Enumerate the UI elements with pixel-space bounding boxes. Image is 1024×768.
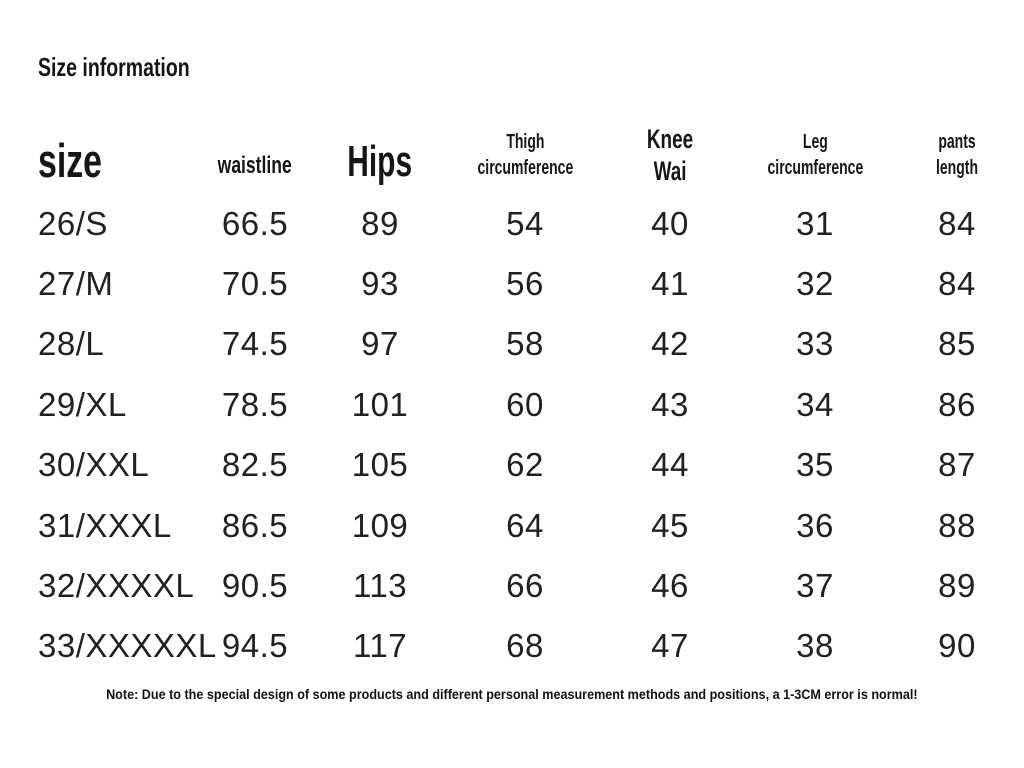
column-header-waistline: waistline [217,151,293,179]
knee-waist-cell: 42 [651,325,689,363]
knee-waist-cell: 41 [651,265,689,303]
pants-length-cell: 90 [938,627,976,665]
waistline-cell: 94.5 [221,627,289,665]
pants-length-cell: 87 [938,446,976,484]
size-cell: 26/S [38,204,108,242]
column-header-pants-length: pants length [936,130,978,179]
leg-circumference-cell: 31 [796,204,834,242]
leg-circumference-cell: 34 [796,385,834,423]
column-header-leg-circumference: Leg circumference [767,130,863,179]
page-title-text: Size information [38,52,190,82]
thigh-circumference-cell: 68 [506,627,544,665]
thigh-circumference-cell: 58 [506,325,544,363]
hips-cell: 113 [352,567,408,605]
table-row-33xxxxxl: 33/XXXXXL 94.5 117 68 47 38 90 [30,616,1024,676]
table-row-28l: 28/L 74.5 97 58 42 33 85 [30,314,1024,374]
hips-cell: 117 [352,627,408,665]
pants-length-cell: 88 [938,506,976,544]
size-cell: 28/L [38,325,105,363]
waistline-cell: 86.5 [221,506,289,544]
size-cell: 30/XXL [38,446,150,484]
leg-circumference-cell: 32 [796,265,834,303]
leg-circumference-cell: 33 [796,325,834,363]
pants-length-cell: 84 [938,204,976,242]
waistline-cell: 66.5 [221,204,289,242]
thigh-circumference-cell: 56 [506,265,544,303]
thigh-circumference-cell: 60 [506,385,544,423]
thigh-circumference-cell: 62 [506,446,544,484]
thigh-circumference-cell: 64 [506,506,544,544]
measurement-note: Note: Due to the special design of some … [0,686,1024,703]
knee-waist-cell: 46 [651,567,689,605]
waistline-cell: 70.5 [221,265,289,303]
table-header-row: size waistline Hips Thigh circumference … [30,118,1024,193]
knee-waist-cell: 47 [651,627,689,665]
table-row-30xxl: 30/XXL 82.5 105 62 44 35 87 [30,435,1024,495]
hips-cell: 109 [351,506,409,544]
measurement-note-text: Note: Due to the special design of some … [106,686,918,702]
hips-cell: 97 [361,325,399,363]
waistline-cell: 74.5 [221,325,289,363]
hips-cell: 105 [351,446,409,484]
leg-circumference-cell: 37 [796,567,834,605]
knee-waist-cell: 44 [651,446,689,484]
leg-circumference-cell: 35 [796,446,834,484]
waistline-cell: 82.5 [221,446,289,484]
knee-waist-cell: 40 [651,204,689,242]
hips-cell: 93 [361,265,399,303]
waistline-cell: 78.5 [221,385,289,423]
table-row-32xxxxl: 32/XXXXL 90.5 113 66 46 37 89 [30,555,1024,615]
size-cell: 31/XXXL [38,506,172,544]
size-cell: 29/XL [38,385,127,423]
waistline-cell: 90.5 [221,567,289,605]
column-header-thigh-circumference: Thigh circumference [477,130,573,179]
hips-cell: 101 [351,385,409,423]
table-row-29xl: 29/XL 78.5 101 60 43 34 86 [30,374,1024,434]
pants-length-cell: 86 [938,385,976,423]
pants-length-cell: 84 [938,265,976,303]
thigh-circumference-cell: 54 [506,204,544,242]
size-cell: 32/XXXXL [38,567,195,605]
knee-waist-cell: 43 [651,385,689,423]
pants-length-cell: 89 [938,567,976,605]
knee-waist-cell: 45 [651,506,689,544]
size-cell: 33/XXXXXL [38,627,217,665]
page-title: Size information [38,54,240,80]
table-row-27m: 27/M 70.5 93 56 41 32 84 [30,253,1024,313]
leg-circumference-cell: 38 [796,627,834,665]
pants-length-cell: 85 [938,325,976,363]
column-header-size: size [38,134,102,187]
table-row-31xxxl: 31/XXXL 86.5 109 64 45 36 88 [30,495,1024,555]
size-cell: 27/M [38,265,114,303]
hips-cell: 89 [361,204,399,242]
column-header-hips: Hips [347,136,413,186]
table-row-26s: 26/S 66.5 89 54 40 31 84 [30,193,1024,253]
column-header-knee-waist: Knee Wai [646,124,694,186]
size-table: size waistline Hips Thigh circumference … [30,118,1024,676]
leg-circumference-cell: 36 [796,506,834,544]
thigh-circumference-cell: 66 [506,567,544,605]
